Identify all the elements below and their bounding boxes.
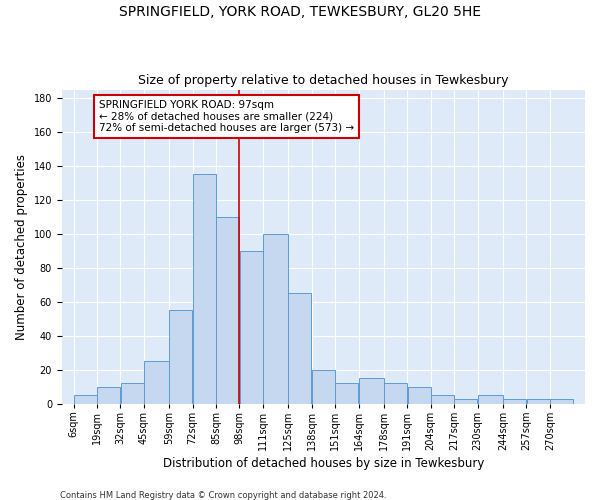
Bar <box>503 398 526 404</box>
X-axis label: Distribution of detached houses by size in Tewkesbury: Distribution of detached houses by size … <box>163 457 484 470</box>
Bar <box>454 398 478 404</box>
Bar <box>193 174 216 404</box>
Bar <box>431 395 454 404</box>
Bar <box>359 378 383 404</box>
Bar <box>144 361 169 404</box>
Bar <box>407 386 431 404</box>
Bar <box>169 310 193 404</box>
Bar <box>263 234 288 404</box>
Bar <box>550 398 573 404</box>
Bar <box>384 383 407 404</box>
Bar <box>527 398 550 404</box>
Bar <box>289 294 311 404</box>
Bar <box>478 395 503 404</box>
Bar <box>216 217 239 404</box>
Bar <box>121 383 143 404</box>
Text: Contains HM Land Registry data © Crown copyright and database right 2024.: Contains HM Land Registry data © Crown c… <box>60 490 386 500</box>
Title: Size of property relative to detached houses in Tewkesbury: Size of property relative to detached ho… <box>138 74 509 87</box>
Text: SPRINGFIELD YORK ROAD: 97sqm
← 28% of detached houses are smaller (224)
72% of s: SPRINGFIELD YORK ROAD: 97sqm ← 28% of de… <box>99 100 354 133</box>
Text: SPRINGFIELD, YORK ROAD, TEWKESBURY, GL20 5HE: SPRINGFIELD, YORK ROAD, TEWKESBURY, GL20… <box>119 5 481 19</box>
Bar <box>240 251 263 404</box>
Bar <box>74 395 97 404</box>
Bar <box>335 383 358 404</box>
Bar <box>312 370 335 404</box>
Y-axis label: Number of detached properties: Number of detached properties <box>15 154 28 340</box>
Bar <box>97 386 120 404</box>
